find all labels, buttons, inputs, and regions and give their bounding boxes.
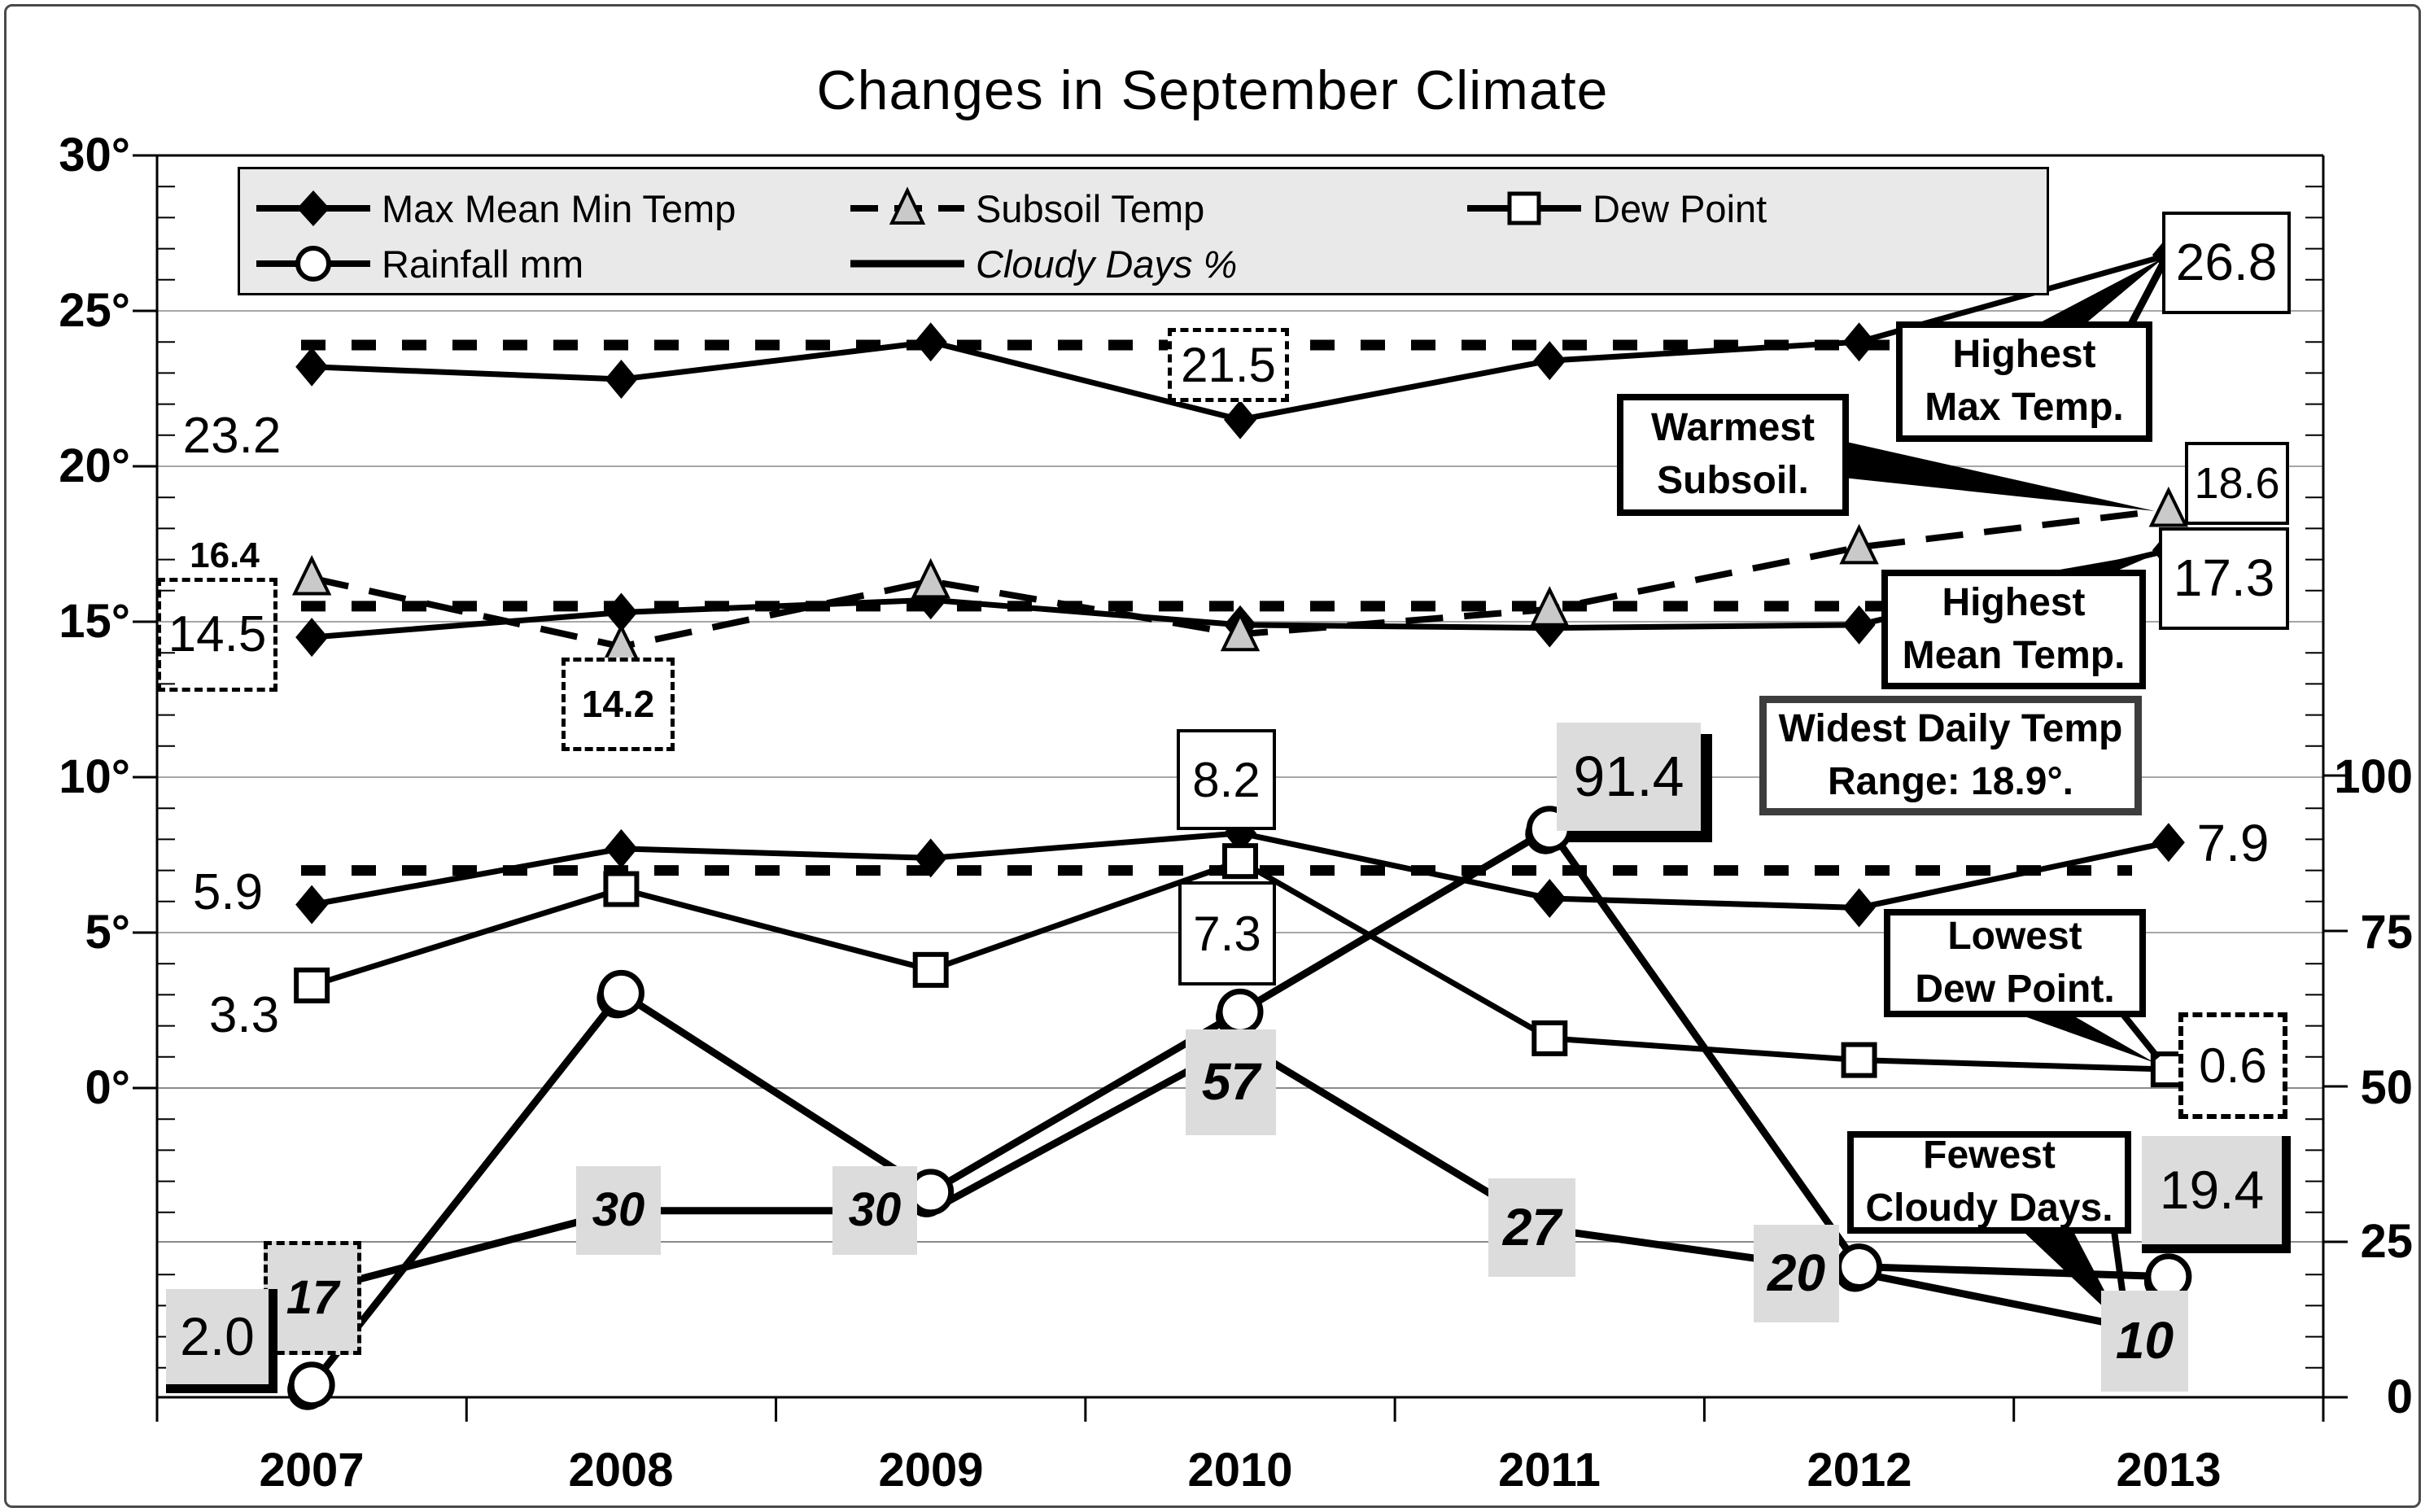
x-axis-label-2011: 2011 [1498, 1444, 1601, 1497]
value-label-subsoil-2013: 18.6 [2185, 442, 2289, 525]
left-axis-label-15: 15° [59, 595, 130, 648]
value-label-max-2007: 23.2 [182, 408, 282, 465]
value-label-subsoil-2007: 16.4 [190, 535, 260, 575]
legend-item-dew-point: Dew Point [1467, 184, 1767, 233]
value-label-min-2007: 5.9 [192, 864, 264, 921]
value-label-cloudy-2009: 30 [832, 1166, 917, 1255]
legend-label: Dew Point [1593, 186, 1767, 230]
value-label-dew-2007: 3.3 [208, 987, 280, 1044]
callout-fewest-cloudy-days: Fewest Cloudy Days. [1847, 1131, 2131, 1234]
value-label-max-2013: 26.8 [2162, 212, 2291, 314]
legend-label: Max Mean Min Temp [382, 186, 736, 230]
left-axis-label-25: 25° [59, 284, 130, 337]
value-label-max-2010: 21.5 [1168, 328, 1289, 402]
right-axis-label-75: 75 [2360, 906, 2413, 959]
diamond-line-icon [256, 190, 370, 226]
value-label-min-2013: 7.9 [2196, 814, 2270, 873]
value-label-cloudy-2007: 17 [264, 1241, 361, 1355]
triangle-dashed-line-icon [850, 186, 964, 225]
value-label-mean-2007: 14.5 [157, 578, 277, 692]
plain-line-icon [850, 260, 964, 268]
legend-item-rainfall: Rainfall mm [256, 239, 583, 288]
value-label-cloudy-2012: 20 [1754, 1225, 1839, 1322]
value-label-cloudy-2010: 57 [1186, 1029, 1276, 1135]
value-label-dew-2013: 0.6 [2178, 1012, 2287, 1119]
value-label-mean-2013: 17.3 [2159, 527, 2289, 630]
callout-widest-daily-range: Widest Daily Temp Range: 18.9°. [1759, 696, 2142, 815]
value-label-cloudy-2008: 30 [576, 1166, 661, 1255]
x-axis-label-2007: 2007 [259, 1444, 365, 1497]
page-title: Changes in September Climate [816, 59, 1609, 121]
value-label-cloudy-2013: 10 [2101, 1291, 2188, 1392]
callout-highest-mean-temp: Highest Mean Temp. [1881, 570, 2146, 689]
x-axis-label-2013: 2013 [2116, 1444, 2222, 1497]
value-label-dew-2010: 7.3 [1178, 881, 1276, 985]
x-axis-label-2010: 2010 [1187, 1444, 1293, 1497]
left-axis-label-20: 20° [59, 439, 130, 492]
right-axis-label-100: 100 [2334, 750, 2413, 803]
legend-label: Rainfall mm [382, 242, 584, 286]
legend-label: Cloudy Days % [976, 242, 1238, 286]
left-axis-label-0: 0° [85, 1061, 130, 1114]
callout-warmest-subsoil: Warmest Subsoil. [1617, 394, 1849, 516]
left-axis-label-10: 10° [59, 750, 130, 803]
legend-item-subsoil: Subsoil Temp [850, 184, 1204, 233]
chart-legend: Max Mean Min Temp Subsoil Temp Dew Point… [238, 167, 2049, 295]
circle-line-icon [256, 246, 370, 282]
value-label-subsoil-2008: 14.2 [561, 658, 675, 751]
value-label-rainfall-2007: 2.0 [166, 1289, 277, 1393]
value-label-rainfall-2011: 91.4 [1557, 723, 1701, 831]
square-line-icon [1467, 191, 1581, 225]
x-axis-label-2009: 2009 [878, 1444, 984, 1497]
value-label-rainfall-2013: 19.4 [2142, 1136, 2291, 1253]
value-label-min-2010: 8.2 [1177, 729, 1276, 830]
right-axis-label-50: 50 [2360, 1061, 2413, 1114]
x-axis-label-2008: 2008 [568, 1444, 674, 1497]
legend-item-cloudy-days: Cloudy Days % [850, 239, 1237, 288]
callout-lowest-dew-point: Lowest Dew Point. [1884, 909, 2146, 1017]
legend-label: Subsoil Temp [976, 186, 1205, 230]
value-label-cloudy-2011: 27 [1488, 1178, 1575, 1277]
x-axis-label-2012: 2012 [1807, 1444, 1912, 1497]
legend-item-max-mean-min: Max Mean Min Temp [256, 184, 736, 233]
right-axis-label-25: 25 [2360, 1215, 2413, 1268]
left-axis-label-30: 30° [59, 129, 130, 181]
callout-highest-max-temp: Highest Max Temp. [1896, 321, 2152, 442]
right-axis-label-0: 0 [2386, 1370, 2413, 1423]
left-axis-label-5: 5° [85, 906, 130, 959]
